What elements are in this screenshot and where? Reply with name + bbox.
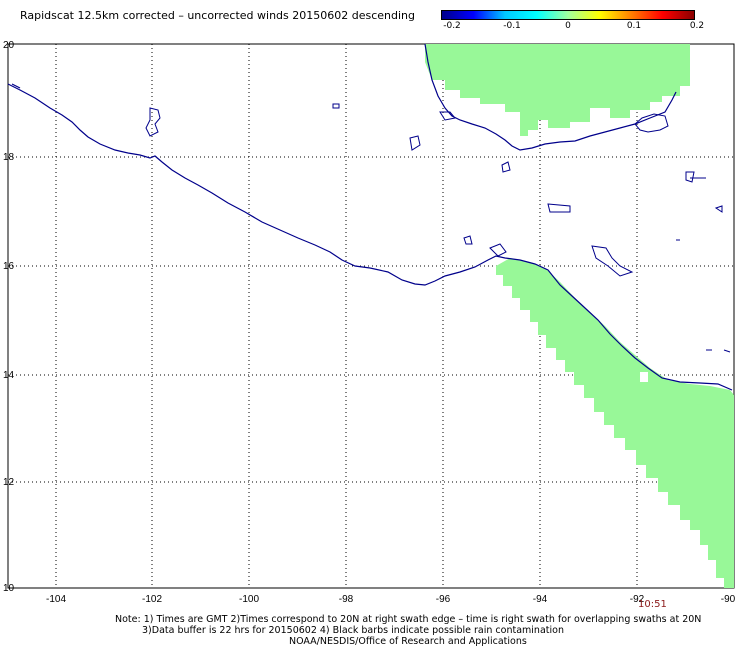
swath-time-label: 10:51 — [638, 599, 667, 610]
x-tick-label: -104 — [46, 594, 66, 605]
x-tick-label: -100 — [239, 594, 259, 605]
grid-lines — [8, 44, 734, 588]
y-tick-label: 16 — [3, 261, 15, 272]
x-tick-label: -98 — [339, 594, 354, 605]
x-tick-label: -94 — [533, 594, 548, 605]
x-tick-label: -90 — [721, 594, 736, 605]
colorbar-label: -0.2 — [443, 21, 461, 31]
colorbar — [441, 10, 695, 20]
colorbar-label: -0.1 — [503, 21, 521, 31]
y-tick-label: 18 — [3, 152, 15, 163]
swath-cell — [600, 96, 608, 104]
swath-cell — [520, 126, 528, 136]
colorbar-label: 0 — [565, 21, 571, 31]
colorbar-label: 0.2 — [689, 21, 705, 31]
lakes-islands — [145, 103, 731, 353]
note-line-1: Note: 1) Times are GMT 2)Times correspon… — [115, 614, 702, 625]
x-tick-label: -96 — [436, 594, 451, 605]
x-tick-label: -102 — [142, 594, 162, 605]
y-tick-label: 10 — [3, 583, 15, 594]
wind-swath-south — [496, 258, 734, 588]
x-tick-label: -92 — [630, 594, 645, 605]
y-tick-label: 20 — [3, 40, 15, 51]
swath-gap — [640, 372, 648, 382]
y-tick-label: 14 — [3, 370, 15, 381]
axis-labels: -104 -102 -100 -98 -96 -94 -92 -90 20 18… — [3, 40, 736, 605]
note-line-3: NOAA/NESDIS/Office of Research and Appli… — [289, 636, 527, 647]
map-title: Rapidscat 12.5km corrected – uncorrected… — [20, 9, 416, 22]
colorbar-label: 0.1 — [626, 21, 642, 31]
plot-frame — [7, 43, 735, 589]
wind-swath-north — [425, 44, 690, 136]
note-line-2: 3)Data buffer is 22 hrs for 20150602 4) … — [142, 625, 564, 636]
y-tick-label: 12 — [3, 477, 15, 488]
